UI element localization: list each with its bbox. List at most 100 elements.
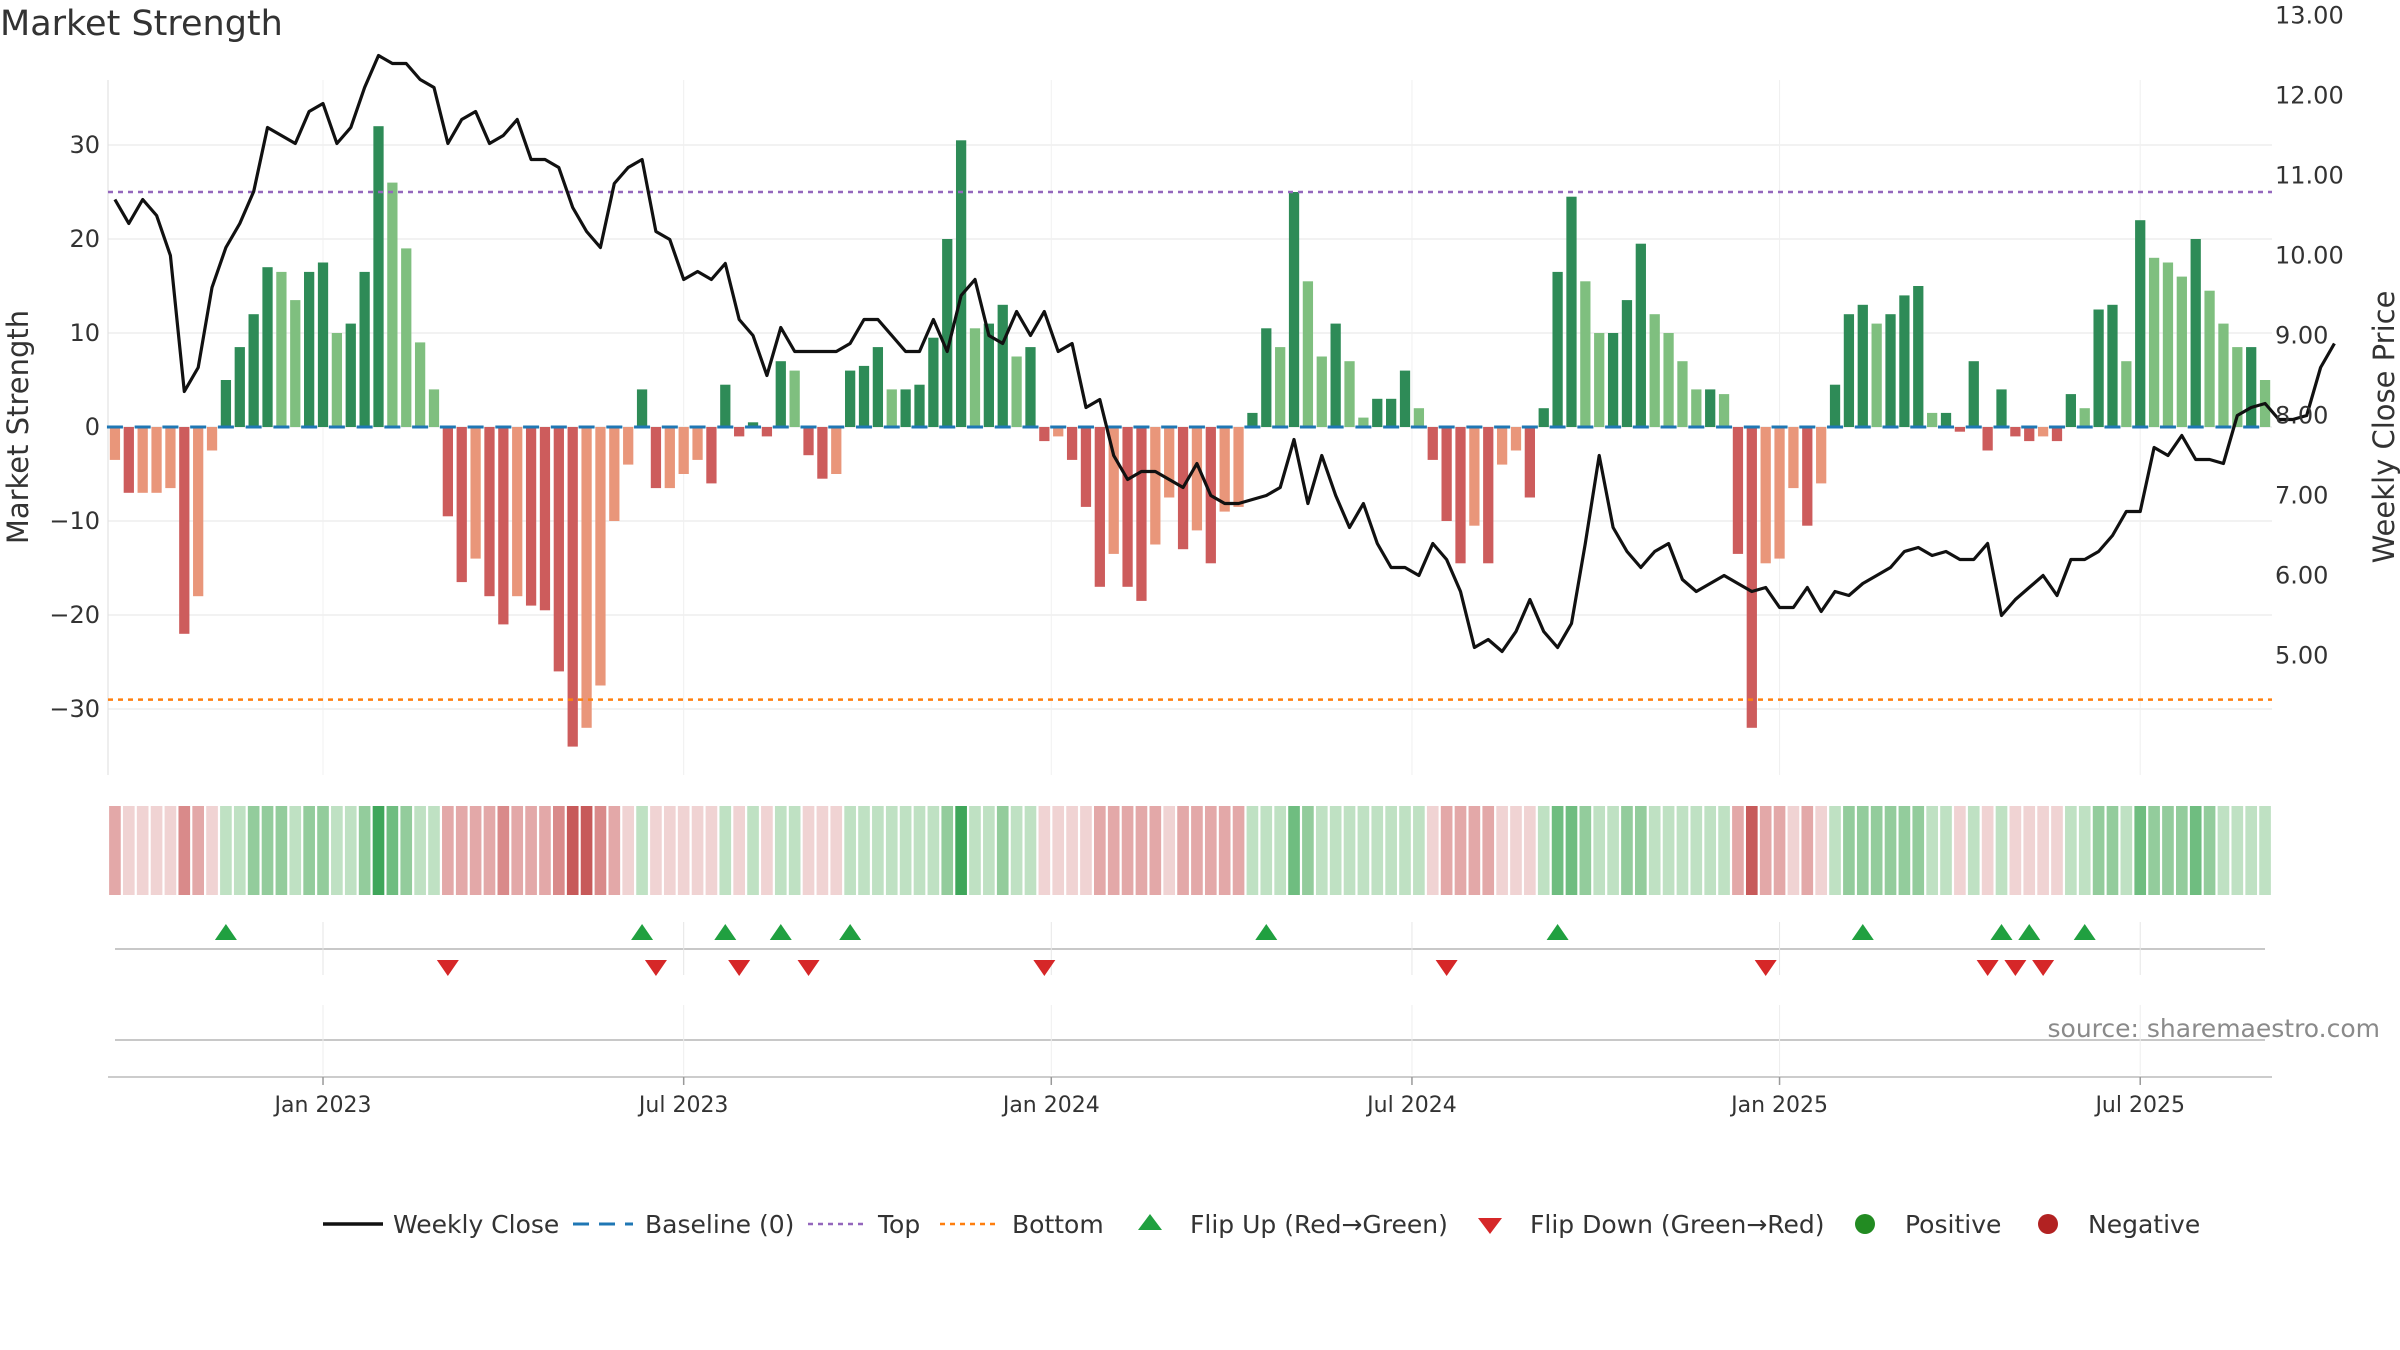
strength-bar: [1802, 427, 1813, 526]
strength-bar: [539, 427, 551, 611]
strength-strip-cell: [1468, 806, 1481, 895]
strength-bar: [1691, 389, 1702, 427]
strength-bar: [234, 347, 245, 427]
strength-bar: [845, 370, 856, 427]
strength-strip-cell: [497, 806, 510, 895]
strength-bar: [1732, 427, 1744, 554]
strength-strip-cell: [1843, 806, 1855, 895]
strength-bar: [1843, 314, 1855, 427]
y-axis-left-label: Market Strength: [1, 310, 35, 544]
flip-up-marker: [839, 924, 862, 940]
strength-bar: [692, 427, 703, 460]
strength-bar: [2051, 427, 2063, 442]
strength-strip-cell: [1385, 806, 1397, 895]
strength-strip-cell: [802, 806, 815, 895]
strength-strip-cell: [2203, 806, 2216, 895]
strength-strip-cell: [1745, 806, 1758, 895]
strength-bar: [1663, 333, 1674, 427]
strength-strip-cell: [677, 806, 690, 895]
strength-bar: [1774, 427, 1785, 559]
strength-bar: [1302, 281, 1314, 427]
strength-strip-cell: [275, 806, 288, 895]
x-tick-label: Jul 2023: [637, 1093, 729, 1118]
strength-bar: [304, 271, 315, 427]
strength-strip-cell: [691, 806, 704, 895]
strength-bar: [831, 427, 842, 474]
strength-strip-cell: [927, 806, 940, 895]
strength-strip-cell: [2259, 806, 2271, 895]
strength-strip-cell: [2231, 806, 2244, 895]
strength-strip-cell: [983, 806, 995, 895]
strength-strip-cell: [1926, 806, 1938, 895]
strength-bar: [553, 427, 564, 672]
strength-bar: [206, 427, 218, 451]
strength-strip-cell: [2120, 806, 2133, 895]
strength-strip-cell: [1884, 806, 1897, 895]
strength-bar: [942, 239, 953, 427]
strength-bar: [1330, 323, 1341, 427]
strength-strip-cell: [1621, 806, 1633, 895]
strength-bar: [969, 328, 981, 427]
strength-strip-cell: [1413, 806, 1425, 895]
strength-strip-cell: [1954, 806, 1966, 895]
y-right-tick-label: 12.00: [2275, 82, 2344, 110]
strength-strip-cell: [1426, 806, 1439, 895]
strength-strip-cell: [2148, 806, 2160, 895]
strength-strip-cell: [1940, 806, 1952, 895]
strength-strip-cell: [1870, 806, 1883, 895]
strength-strip-cell: [1981, 806, 1994, 895]
strength-bar: [220, 380, 232, 427]
strength-strip-cell: [1593, 806, 1606, 895]
strength-strip-cell: [1759, 806, 1772, 895]
strength-bar: [1094, 427, 1105, 587]
strength-strip-cell: [1260, 806, 1273, 895]
x-tick-label: Jul 2025: [2093, 1093, 2185, 1118]
strength-strip-cell: [1371, 806, 1384, 895]
y-left-tick-label: 10: [69, 319, 100, 347]
flip-down-marker: [2004, 960, 2027, 976]
flip-up-marker: [1990, 924, 2013, 940]
strength-bar: [609, 427, 620, 521]
strength-strip-cell: [955, 806, 967, 895]
strength-strip-cell: [358, 806, 371, 895]
strength-bar: [734, 427, 745, 437]
strength-strip-cell: [1246, 806, 1259, 895]
strength-bar: [1483, 427, 1494, 564]
strength-strip-cell: [1343, 806, 1356, 895]
strength-strip-cell: [719, 806, 732, 895]
strength-strip-cell: [539, 806, 551, 895]
strength-bar: [1510, 427, 1522, 451]
y-right-tick-label: 7.00: [2275, 482, 2328, 510]
strength-bar: [1441, 427, 1452, 521]
legend-label: Top: [877, 1210, 920, 1239]
y-right-tick-label: 8.00: [2275, 402, 2328, 430]
strength-strip-cell: [1995, 806, 2008, 895]
strength-bar: [1649, 314, 1660, 427]
strength-strip-cell: [2162, 806, 2174, 895]
strength-strip-cell: [303, 806, 315, 895]
strength-strip-cell: [2023, 806, 2036, 895]
strength-strip-cell: [233, 806, 246, 895]
strength-strip-cell: [1163, 806, 1176, 895]
strength-strip-cell: [1829, 806, 1841, 895]
strength-strip-cell: [150, 806, 163, 895]
strength-bar: [1191, 427, 1203, 531]
strength-bar: [650, 427, 662, 489]
x-tick-label: Jan 2024: [1001, 1093, 1100, 1118]
strength-strip-cell: [525, 806, 537, 895]
strength-strip-cell: [1856, 806, 1869, 895]
strength-strip-cell: [2189, 806, 2202, 895]
strength-strip-cell: [844, 806, 856, 895]
strength-strip-cell: [1732, 806, 1744, 895]
strength-bar: [1746, 427, 1757, 728]
strength-strip-cell: [788, 806, 801, 895]
strength-strip-cell: [1094, 806, 1106, 895]
strength-bar: [2135, 220, 2146, 427]
y-left-tick-label: 0: [85, 413, 100, 441]
strength-strip-cell: [830, 806, 843, 895]
strength-strip-cell: [122, 806, 135, 895]
strength-bar: [1080, 427, 1092, 507]
x-tick-label: Jan 2023: [273, 1093, 372, 1118]
strength-bar: [248, 314, 259, 427]
strength-strip-cell: [1524, 806, 1536, 895]
